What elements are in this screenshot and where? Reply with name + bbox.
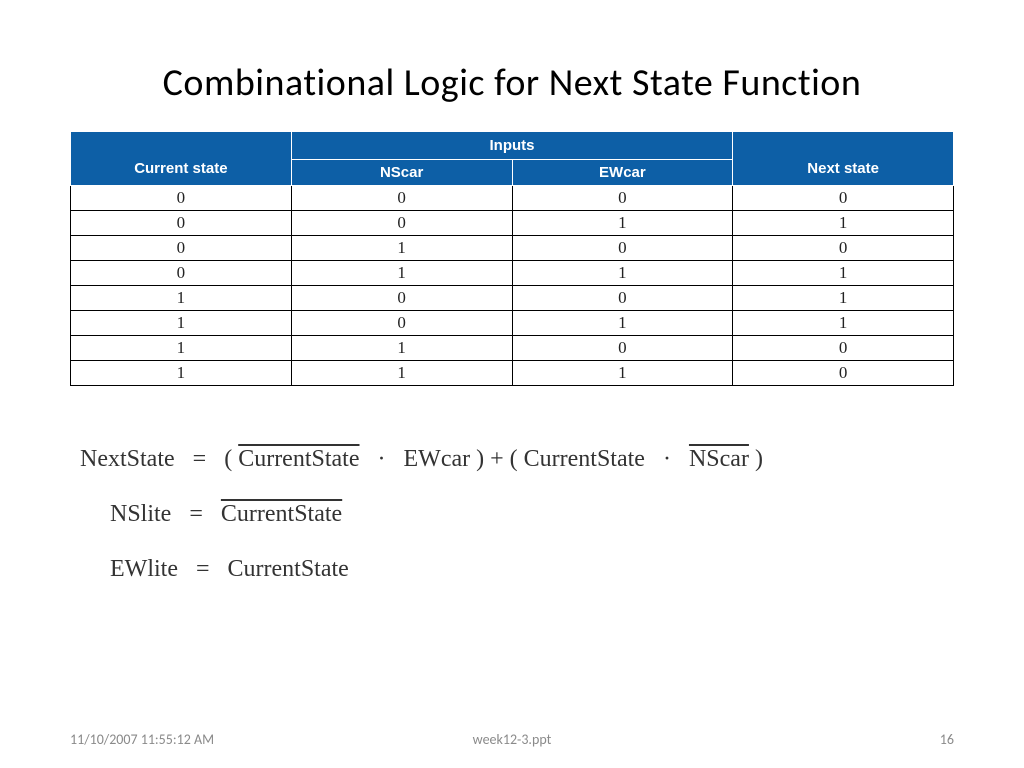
f1-open: ( bbox=[224, 446, 232, 473]
f1-dot2: · bbox=[663, 446, 671, 473]
f1-currentstate: CurrentState bbox=[524, 446, 645, 473]
f1-eq: = bbox=[193, 446, 207, 473]
f2-lhs: NSlite bbox=[110, 501, 171, 528]
table-cell: 0 bbox=[512, 336, 733, 361]
slide-title: Combinational Logic for Next State Funct… bbox=[70, 60, 954, 106]
table-cell: 1 bbox=[512, 211, 733, 236]
footer-file: week12-3.ppt bbox=[473, 731, 552, 748]
table-cell: 1 bbox=[733, 311, 954, 336]
state-table: Current state Inputs Next state NScar EW… bbox=[70, 131, 954, 386]
table-cell: 1 bbox=[291, 361, 512, 386]
f1-dot1: · bbox=[378, 446, 386, 473]
table-row: 0000 bbox=[71, 186, 954, 211]
table-cell: 0 bbox=[71, 211, 292, 236]
table-cell: 0 bbox=[71, 236, 292, 261]
table-cell: 0 bbox=[291, 211, 512, 236]
table-cell: 0 bbox=[733, 361, 954, 386]
table-cell: 0 bbox=[291, 311, 512, 336]
f3-eq: = bbox=[196, 556, 210, 583]
table-row: 0111 bbox=[71, 261, 954, 286]
f2-eq: = bbox=[189, 501, 203, 528]
table-cell: 0 bbox=[291, 286, 512, 311]
table-cell: 0 bbox=[733, 336, 954, 361]
table-cell: 1 bbox=[733, 286, 954, 311]
f1-currentstate-bar: CurrentState bbox=[238, 446, 359, 473]
f1-nscar-bar: NScar bbox=[689, 446, 749, 473]
f3-rhs: CurrentState bbox=[228, 556, 349, 583]
f1-ewcar: EWcar bbox=[404, 446, 471, 473]
table-cell: 1 bbox=[71, 311, 292, 336]
table-cell: 1 bbox=[512, 361, 733, 386]
f1-end: ) bbox=[755, 446, 763, 473]
table-cell: 1 bbox=[71, 286, 292, 311]
table-cell: 1 bbox=[733, 261, 954, 286]
table-cell: 1 bbox=[512, 311, 733, 336]
table-cell: 0 bbox=[291, 186, 512, 211]
table-cell: 0 bbox=[71, 261, 292, 286]
table-row: 0100 bbox=[71, 236, 954, 261]
th-next-state: Next state bbox=[733, 132, 954, 186]
f1-mid: ) + ( bbox=[476, 446, 518, 473]
f1-lhs: NextState bbox=[80, 446, 175, 473]
table-cell: 0 bbox=[512, 186, 733, 211]
formula-nslite: NSlite = CurrentState bbox=[110, 501, 954, 528]
table-cell: 1 bbox=[71, 336, 292, 361]
table-cell: 1 bbox=[71, 361, 292, 386]
table-cell: 1 bbox=[512, 261, 733, 286]
table-cell: 1 bbox=[291, 261, 512, 286]
table-row: 1110 bbox=[71, 361, 954, 386]
th-ewcar: EWcar bbox=[512, 160, 733, 186]
table-row: 1001 bbox=[71, 286, 954, 311]
table-row: 1100 bbox=[71, 336, 954, 361]
table-cell: 0 bbox=[512, 286, 733, 311]
table-cell: 0 bbox=[733, 236, 954, 261]
table-cell: 1 bbox=[733, 211, 954, 236]
truth-table: Current state Inputs Next state NScar EW… bbox=[70, 131, 954, 386]
slide-footer: 11/10/2007 11:55:12 AM week12-3.ppt 16 bbox=[70, 731, 954, 748]
table-cell: 0 bbox=[71, 186, 292, 211]
table-row: 0011 bbox=[71, 211, 954, 236]
th-inputs-group: Inputs bbox=[291, 132, 733, 160]
formula-nextstate: NextState = ( CurrentState · EWcar ) + (… bbox=[80, 446, 954, 473]
table-row: 1011 bbox=[71, 311, 954, 336]
footer-page: 16 bbox=[940, 731, 954, 748]
footer-date: 11/10/2007 11:55:12 AM bbox=[70, 731, 214, 748]
table-body: 00000011010001111001101111001110 bbox=[71, 186, 954, 386]
formula-block: NextState = ( CurrentState · EWcar ) + (… bbox=[70, 446, 954, 611]
table-cell: 0 bbox=[512, 236, 733, 261]
f3-lhs: EWlite bbox=[110, 556, 178, 583]
f2-rhs: CurrentState bbox=[221, 501, 342, 528]
table-cell: 1 bbox=[291, 236, 512, 261]
th-nscar: NScar bbox=[291, 160, 512, 186]
formula-ewlite: EWlite = CurrentState bbox=[110, 556, 954, 583]
th-current-state: Current state bbox=[71, 132, 292, 186]
table-cell: 0 bbox=[733, 186, 954, 211]
table-cell: 1 bbox=[291, 336, 512, 361]
slide: Combinational Logic for Next State Funct… bbox=[0, 0, 1024, 768]
